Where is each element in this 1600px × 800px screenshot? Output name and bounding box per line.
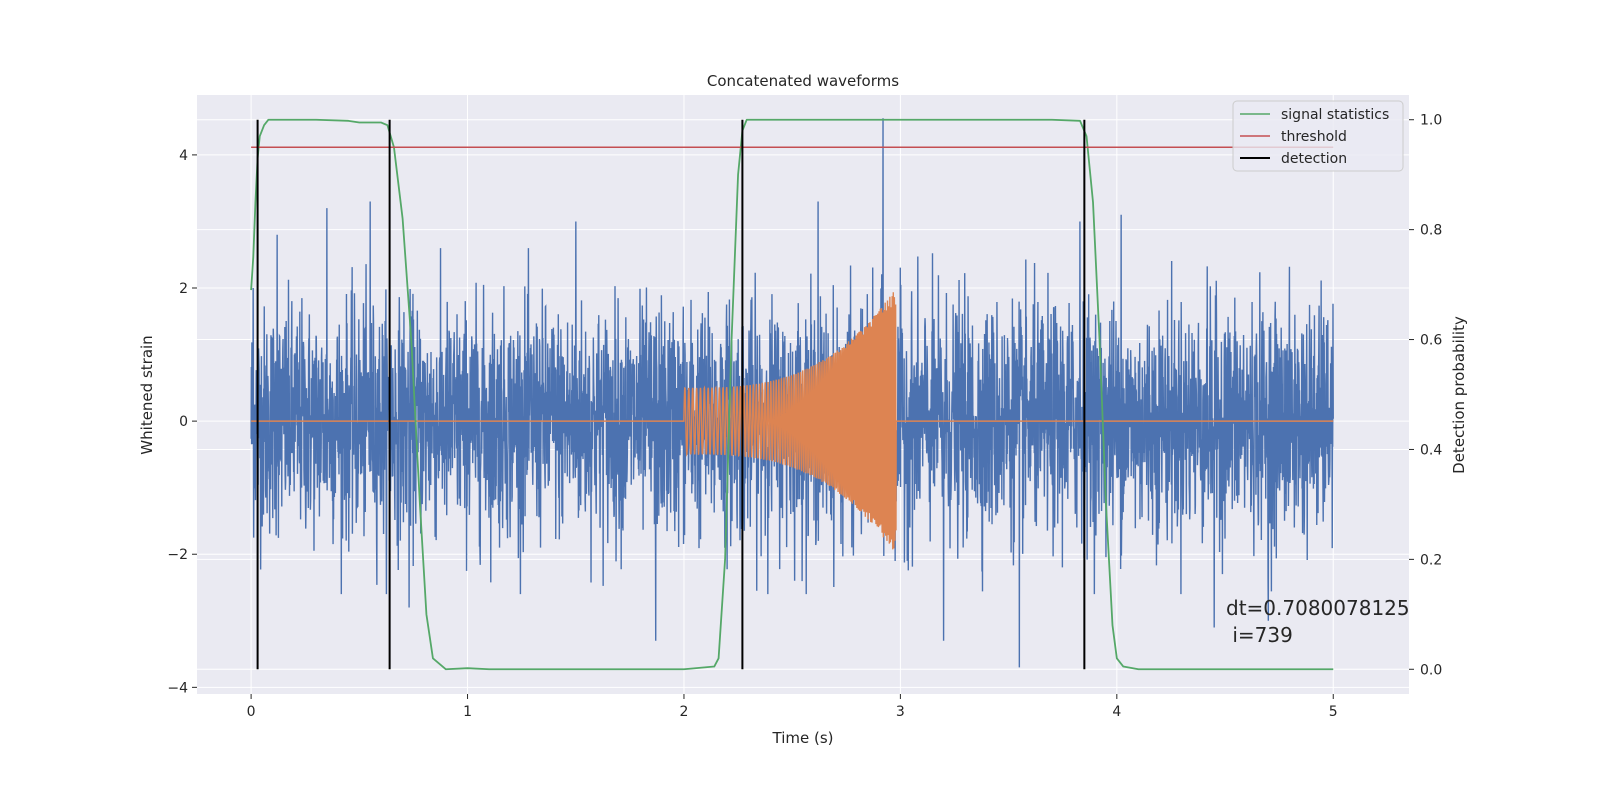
- injection-series: [251, 292, 1334, 550]
- annotation-dt: dt=0.7080078125: [1226, 596, 1410, 620]
- probability-series: [250, 118, 1334, 671]
- ticks: 0 1 2 3 4 5 −4 −2 0 2 4 0.0 0.2 0.4 0.6 0.8 1.0: [167, 113, 1442, 720]
- y-tick-label: 2: [179, 281, 188, 297]
- y-right-tick-label: 0.2: [1420, 552, 1442, 568]
- x-tick-label: 0: [247, 704, 256, 720]
- legend-label-signal-statistics: signal statistics: [1281, 107, 1389, 123]
- y-right-tick-label: 0.4: [1420, 442, 1442, 458]
- y-tick-label: −4: [167, 680, 188, 696]
- x-tick-label: 3: [896, 704, 905, 720]
- x-tick-label: 1: [463, 704, 472, 720]
- y-right-tick-label: 0.0: [1420, 662, 1442, 678]
- signal-statistics-line: [250, 118, 1334, 671]
- y-tick-label: 0: [179, 414, 188, 430]
- y-axis-label: Whitened strain: [138, 335, 156, 454]
- y-tick-label: −2: [167, 547, 188, 563]
- legend-label-detection: detection: [1281, 151, 1347, 167]
- y-right-tick-label: 0.8: [1420, 223, 1442, 239]
- y-tick-label: 4: [179, 148, 188, 164]
- x-tick-label: 5: [1329, 704, 1338, 720]
- y-right-tick-label: 1.0: [1420, 113, 1442, 129]
- x-tick-label: 4: [1112, 704, 1121, 720]
- annotation: dt=0.7080078125 i=739: [1226, 596, 1410, 647]
- legend: signal statistics threshold detection: [1232, 100, 1404, 172]
- y-axis-right-label: Detection probability: [1450, 316, 1468, 474]
- y-right-tick-label: 0.6: [1420, 333, 1442, 349]
- injection-line: [251, 292, 1334, 550]
- x-tick-label: 2: [680, 704, 689, 720]
- annotation-i: i=739: [1226, 623, 1293, 647]
- x-axis-label: Time (s): [772, 729, 834, 747]
- legend-label-threshold: threshold: [1281, 129, 1347, 145]
- legend-box: [1232, 100, 1404, 172]
- chart-title: Concatenated waveforms: [707, 72, 899, 90]
